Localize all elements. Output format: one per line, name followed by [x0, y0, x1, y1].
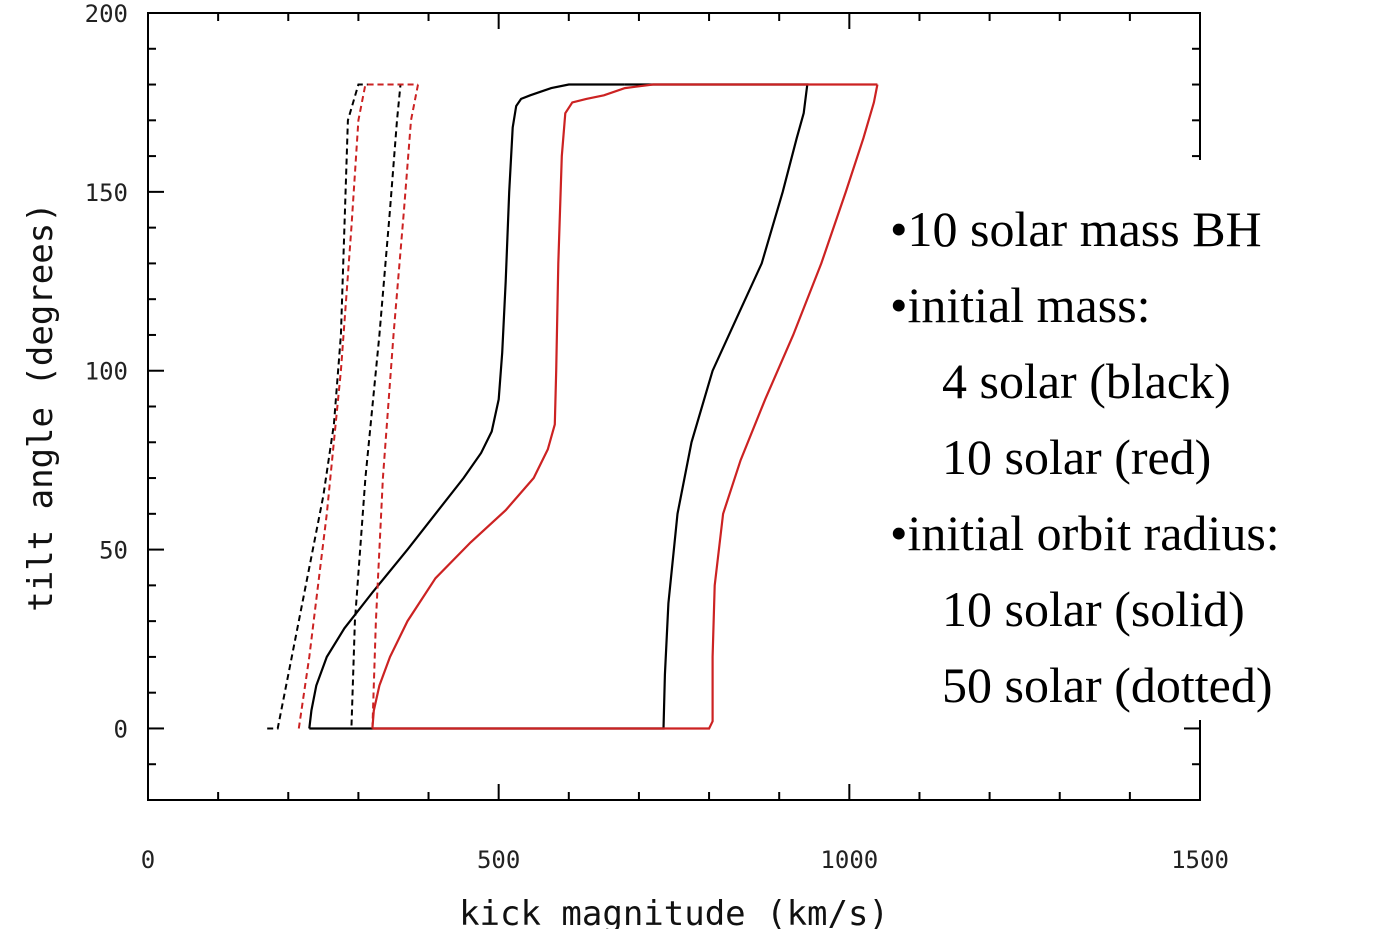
annotation-line-5: •initial orbit radius: — [890, 505, 1280, 561]
annotation-line-3: 4 solar (black) — [942, 353, 1231, 409]
y-tick-label: 0 — [114, 715, 128, 743]
series-2-line-2 — [372, 84, 879, 730]
annotation-line-6: 10 solar (solid) — [942, 581, 1245, 637]
annotation-line-2: •initial mass: — [890, 277, 1151, 333]
tick-labels: 0 500 1000 1500 0 50 100 150 200 — [85, 0, 1229, 874]
y-tick-label: 50 — [99, 537, 128, 565]
x-axis-title: kick magnitude (km/s) — [459, 894, 889, 929]
y-axis-title: tilt angle (degrees) — [21, 202, 61, 611]
series-3-line-1 — [267, 83, 373, 730]
x-tick-label: 500 — [477, 846, 520, 874]
series-2-line-1 — [371, 83, 878, 729]
y-tick-label: 150 — [85, 179, 128, 207]
x-tick-label: 0 — [141, 846, 155, 874]
y-tick-label: 100 — [85, 358, 128, 386]
annotation-line-4: 10 solar (red) — [942, 429, 1211, 485]
annotation-text: •10 solar mass BH •initial mass: 4 solar (… — [890, 201, 1280, 713]
series-lines — [267, 83, 879, 730]
annotation-line-1: •10 solar mass BH — [890, 201, 1262, 257]
series-1-line-1 — [308, 83, 625, 729]
tick-marks — [147, 12, 1201, 801]
x-tick-label: 1000 — [820, 846, 878, 874]
annotation-backdrop — [880, 160, 1397, 720]
annotation-line-7: 50 solar (dotted) — [942, 657, 1272, 713]
y-tick-label: 200 — [85, 0, 128, 28]
series-4-line-1 — [297, 83, 418, 729]
series-1-line-2 — [309, 83, 809, 730]
series-3-line-2 — [344, 83, 402, 730]
series-4-line-2 — [371, 84, 419, 729]
x-tick-label: 1500 — [1171, 846, 1229, 874]
